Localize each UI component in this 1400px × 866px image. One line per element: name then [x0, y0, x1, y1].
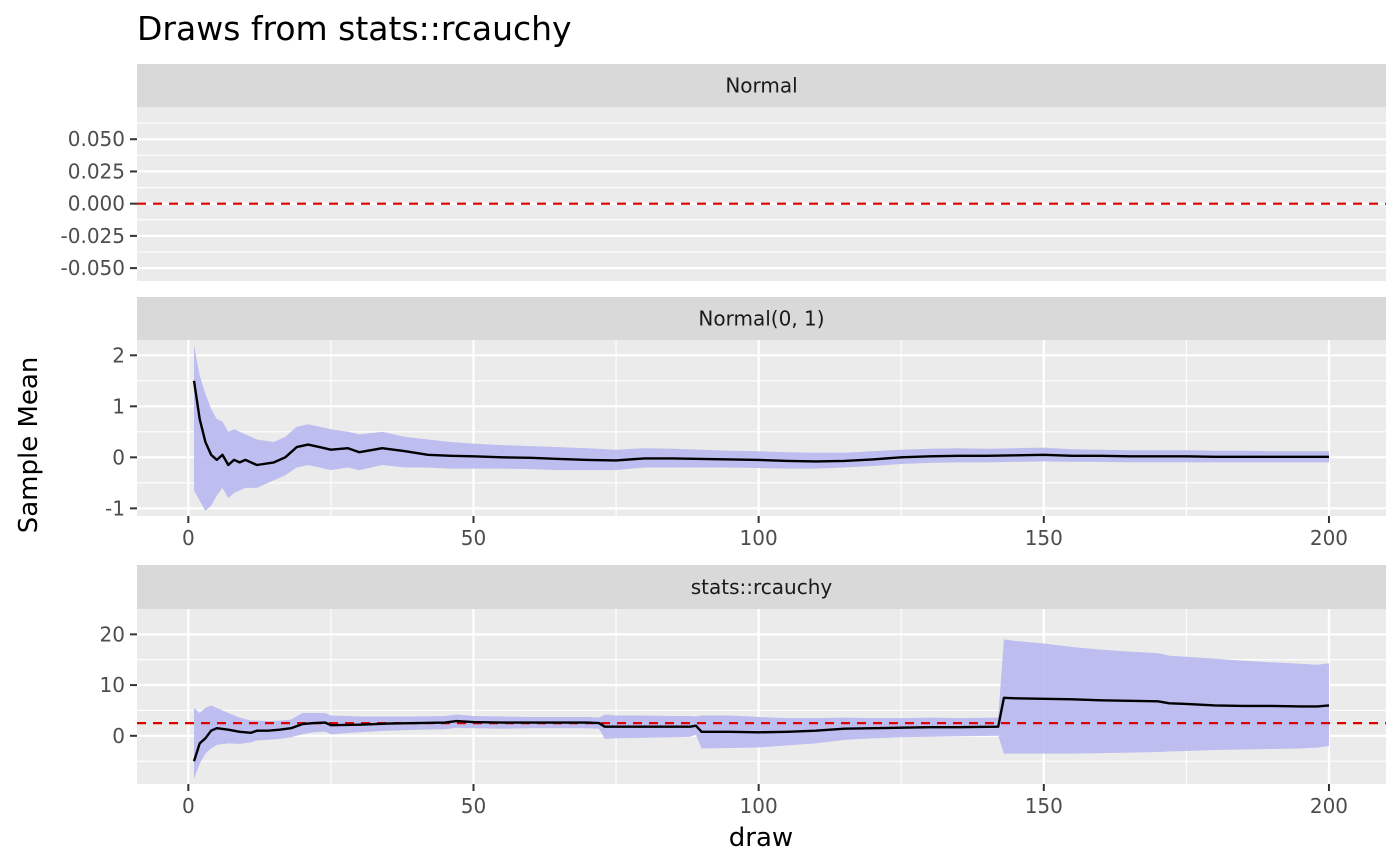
x-tick-label: 50	[461, 794, 486, 818]
facet-strip	[137, 565, 1386, 609]
chart-title: Draws from stats::rcauchy	[137, 9, 572, 48]
x-tick-label: 100	[740, 794, 778, 818]
x-tick-label: 200	[1310, 794, 1348, 818]
x-axis-title: draw	[729, 823, 793, 853]
facet-strip-label: Normal(0, 1)	[698, 307, 824, 331]
facet-strip-label: Normal	[725, 74, 797, 98]
facet-strip	[137, 297, 1386, 340]
facet-strip-label: stats::rcauchy	[691, 575, 833, 599]
facet-panel-0: Normal -0.050 -0.025 0.000 0.025 0.050	[61, 64, 1386, 281]
y-tick-label: 0.050	[68, 127, 125, 151]
facet-strip	[137, 64, 1386, 107]
x-tick-label: 50	[461, 526, 486, 550]
y-tick-label: -1	[105, 496, 125, 520]
y-tick-label: -0.050	[61, 256, 125, 280]
panel-background	[137, 107, 1386, 281]
y-tick-label: 0.025	[68, 159, 125, 183]
facet-panels: Normal -0.050 -0.025 0.000 0.025 0.050 Normal(…	[61, 64, 1386, 818]
x-tick-label: 150	[1025, 794, 1063, 818]
y-tick-label: 10	[100, 673, 125, 697]
y-tick-label: 0	[112, 724, 125, 748]
y-tick-label: 0.000	[68, 192, 125, 216]
confidence-ribbon	[194, 639, 1329, 779]
y-tick-label: -0.025	[61, 224, 125, 248]
sample-mean-line	[192, 696, 1330, 762]
panel-background	[137, 340, 1386, 516]
x-tick-label: 150	[1025, 526, 1063, 550]
y-axis-title: Sample Mean	[14, 357, 44, 534]
x-tick-label: 100	[740, 526, 778, 550]
x-tick-label: 0	[182, 526, 195, 550]
facet-panel-1: Normal(0, 1) -1 0 1 2 0 50 100 150 200	[105, 297, 1386, 550]
y-tick-label: 2	[112, 343, 125, 367]
x-tick-label: 0	[182, 794, 195, 818]
sample-mean-line	[192, 380, 1329, 467]
y-tick-label: 1	[112, 394, 125, 418]
y-tick-label: 20	[100, 622, 125, 646]
x-tick-label: 200	[1310, 526, 1348, 550]
y-tick-label: 0	[112, 445, 125, 469]
